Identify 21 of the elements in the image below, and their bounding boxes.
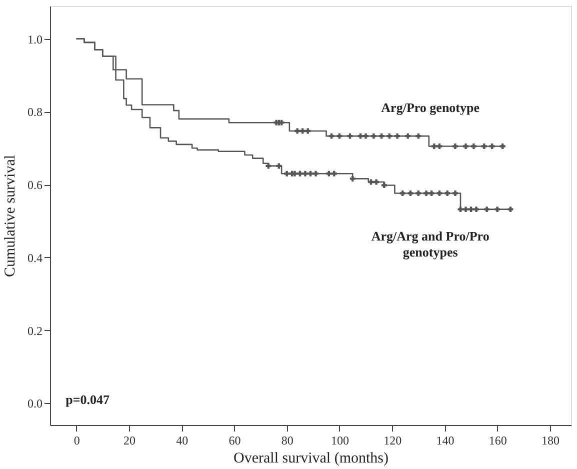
x-tick-label: 100 [330, 434, 349, 448]
y-tick-label: 0.4 [28, 250, 42, 265]
x-tick-label: 80 [281, 434, 294, 448]
x-tick-label: 20 [123, 434, 136, 448]
x-tick-label: 180 [541, 434, 560, 448]
y-tick-label: 1.0 [28, 32, 42, 46]
x-axis-title: Overall survival (months) [234, 450, 388, 466]
y-tick-label: 0.0 [28, 396, 42, 411]
x-tick-label: 160 [488, 434, 507, 448]
y-tick-label: 0.6 [28, 178, 42, 192]
x-tick-label: 0 [74, 434, 80, 448]
x-tick-label: 120 [384, 434, 402, 448]
y-tick-label: 0.8 [28, 105, 42, 120]
y-axis-title: Cumulative survival [2, 154, 18, 278]
annotation: p=0.047 [66, 392, 110, 407]
y-tick-label: 0.2 [28, 324, 42, 338]
series-label: Arg/Arg and Pro/Pro genotypes [371, 228, 490, 260]
series-label: Arg/Pro genotype [381, 100, 480, 115]
x-tick-label: 140 [436, 434, 454, 448]
x-tick-label: 40 [176, 434, 188, 448]
x-tick-label: 60 [228, 434, 241, 448]
